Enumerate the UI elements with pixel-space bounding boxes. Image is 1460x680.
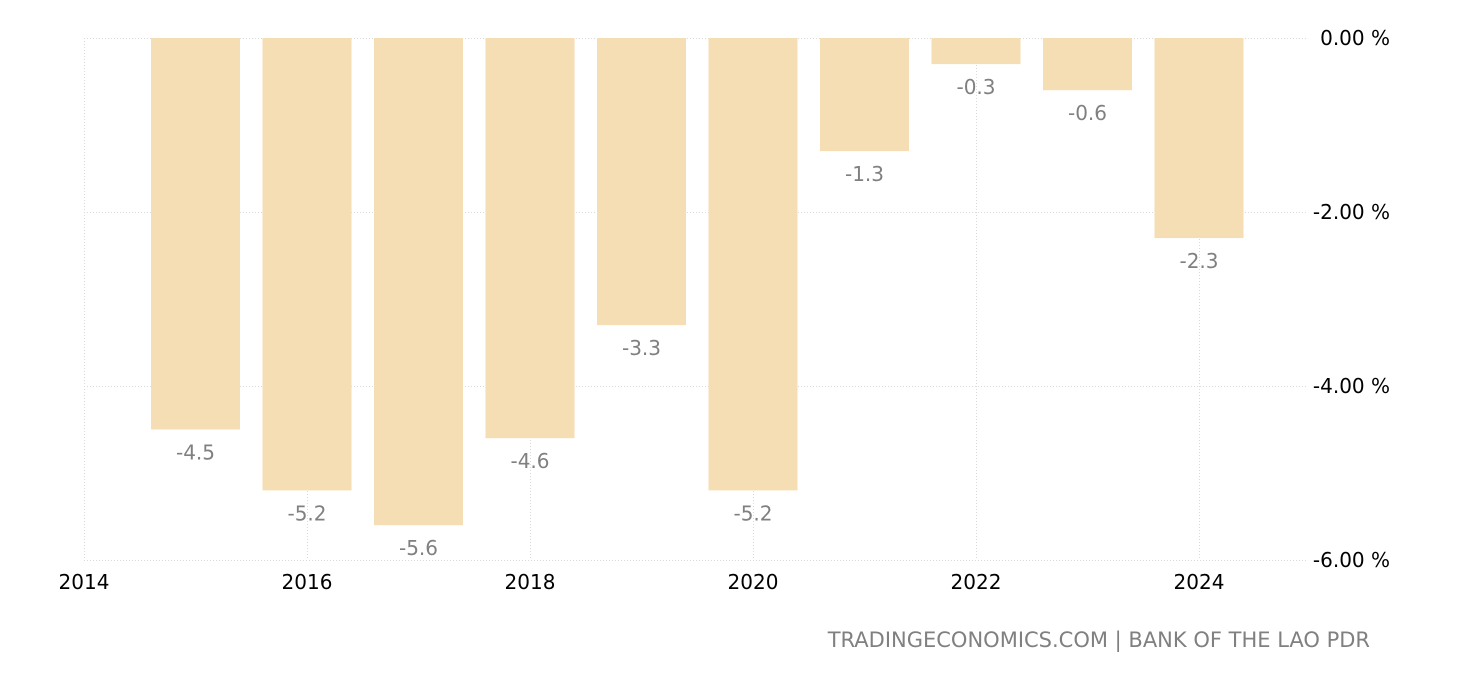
bar [1043,38,1132,91]
data-label: -5.2 [733,501,772,525]
y-tick-label: -4.00 % [1313,374,1390,398]
y-tick-label: -6.00 % [1313,548,1390,572]
x-tick-label: 2014 [59,570,110,594]
bar [485,38,575,439]
data-label: -0.3 [956,75,995,99]
bar [597,38,686,326]
data-label: -5.2 [287,501,326,525]
data-label: -4.5 [176,441,215,465]
x-tick-label: 2022 [951,570,1002,594]
data-label: -2.3 [1179,249,1218,273]
x-tick-label: 2018 [505,570,556,594]
y-tick-label: -2.00 % [1313,200,1390,224]
source-credit: TRADINGECONOMICS.COM | BANK OF THE LAO P… [827,628,1370,652]
data-label: -1.3 [845,162,884,186]
data-label: -5.6 [399,536,438,560]
data-label: -3.3 [622,336,661,360]
bar [262,38,352,491]
x-tick-label: 2024 [1174,570,1225,594]
bar [151,38,240,430]
bar [931,38,1021,65]
x-tick-label: 2020 [728,570,779,594]
bar-chart: -4.5 -5.2 -5.6 -4.6 -3.3 -5.2 -1.3 -0.3 -0.6 -2.3… [59,26,1390,594]
bar [374,38,463,526]
bar [708,38,798,491]
bar [1154,38,1244,239]
data-label: -4.6 [510,449,549,473]
x-tick-label: 2016 [282,570,333,594]
bar [820,38,909,152]
y-tick-label: 0.00 % [1320,26,1390,50]
data-label: -0.6 [1068,101,1107,125]
